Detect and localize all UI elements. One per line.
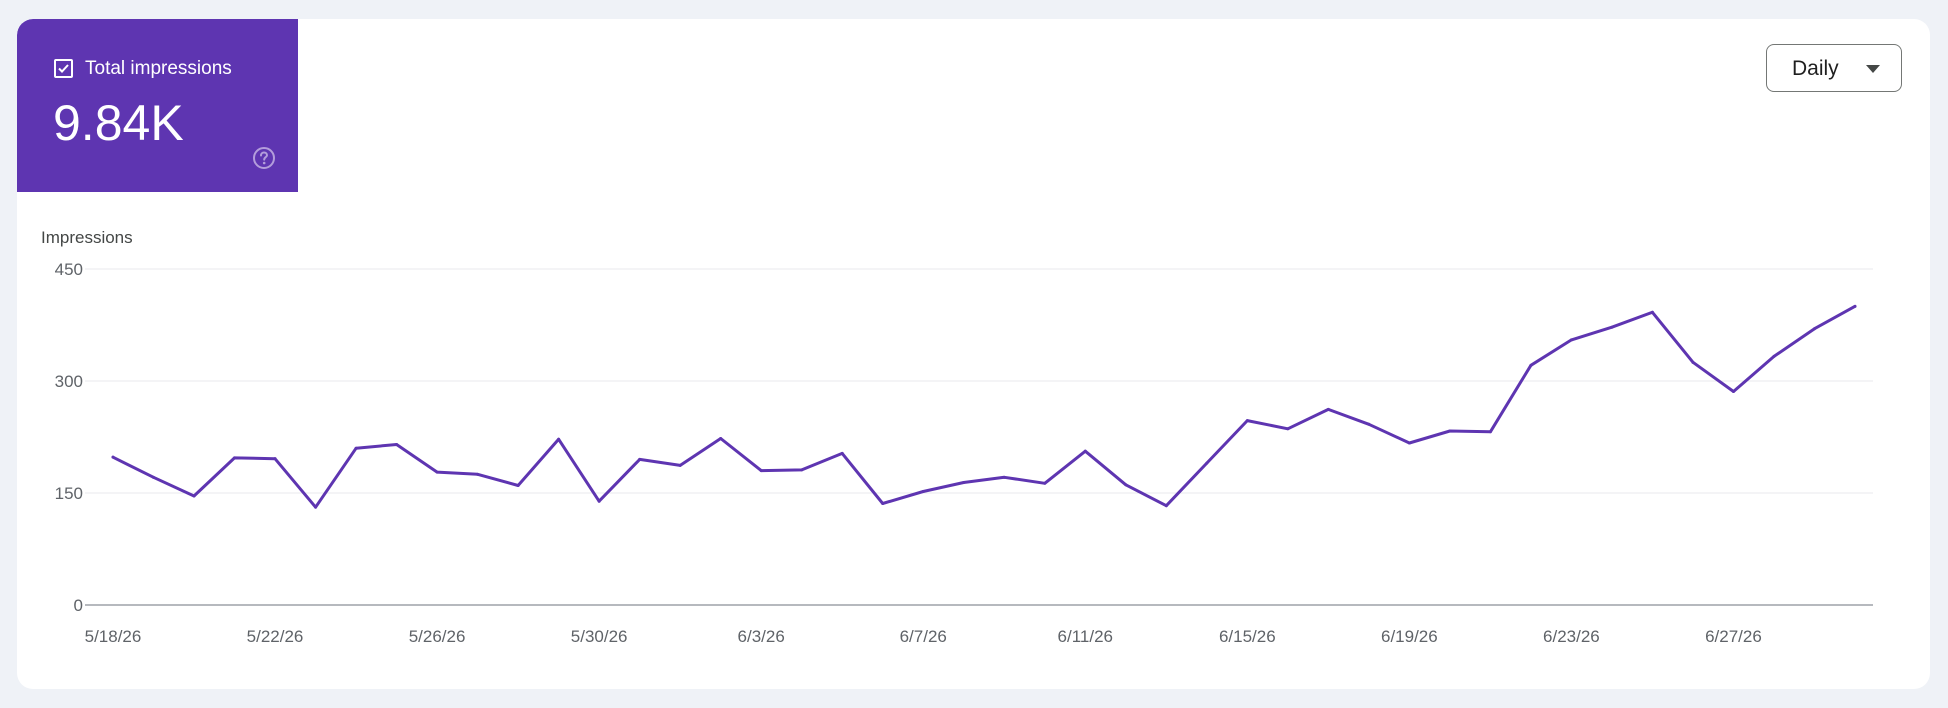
data-point [1448,429,1452,433]
impressions-line-chart: Impressions 0 150 300 450 5/18/26 5/22/26 5/2… [41,228,1873,646]
metric-value: 9.84K [53,95,184,151]
data-point [476,472,480,476]
y-tick-label: 450 [55,260,83,279]
data-point [1245,419,1249,423]
series-line [111,304,1857,509]
data-point [314,505,318,509]
gridlines [85,268,1873,606]
data-point [192,494,196,498]
x-tick-label: 5/30/26 [571,627,628,646]
data-point [719,436,723,440]
data-point [1326,407,1330,411]
data-point [111,455,115,459]
data-point [435,470,439,474]
data-point [1002,475,1006,479]
x-tick-label: 6/11/26 [1058,627,1113,646]
data-point [233,456,237,460]
data-point [1812,327,1816,331]
x-tick-label: 6/23/26 [1543,627,1600,646]
data-point [395,442,399,446]
x-tick-label: 6/27/26 [1705,627,1762,646]
data-point [1286,427,1290,431]
performance-card: Total impressions 9.84K Daily Impression… [17,19,1930,689]
help-circle-icon[interactable] [252,146,276,170]
data-point [1731,389,1735,393]
data-point [1529,363,1533,367]
data-point [1569,338,1573,342]
data-point [1488,430,1492,434]
data-point [1691,360,1695,364]
data-point [1650,310,1654,314]
x-tick-label: 6/19/26 [1381,627,1438,646]
data-point [354,446,358,450]
x-tick-label: 5/22/26 [247,627,304,646]
data-point [759,469,763,473]
y-tick-label: 0 [74,596,83,615]
data-point [1407,441,1411,445]
data-point [921,490,925,494]
data-point [152,475,156,479]
points-layer [111,304,1857,509]
total-impressions-tile[interactable]: Total impressions 9.84K [17,19,298,192]
data-point [881,501,885,505]
data-point [678,463,682,467]
data-point [516,484,520,488]
data-point [1853,304,1857,308]
x-tick-label: 6/3/26 [738,627,785,646]
data-point [840,451,844,455]
x-tick-labels: 5/18/26 5/22/26 5/26/26 5/30/26 6/3/26 6/7/26… [85,627,1762,646]
checkbox-checked-icon[interactable] [54,59,73,78]
data-point [1610,325,1614,329]
y-axis-label: Impressions [41,228,133,247]
series-layer [111,304,1857,509]
data-point [1124,483,1128,487]
data-point [1367,422,1371,426]
y-tick-label: 300 [55,372,83,391]
data-point [1043,481,1047,485]
x-tick-label: 6/7/26 [900,627,947,646]
x-tick-label: 6/15/26 [1219,627,1276,646]
data-point [557,437,561,441]
y-tick-labels: 0 150 300 450 [55,260,83,615]
data-point [1772,354,1776,358]
x-tick-label: 5/18/26 [85,627,142,646]
data-point [638,457,642,461]
metric-label: Total impressions [85,58,232,79]
x-tick-label: 5/26/26 [409,627,466,646]
data-point [1083,449,1087,453]
triangle-down-icon [1866,65,1880,73]
data-point [962,481,966,485]
granularity-select[interactable]: Daily [1766,44,1902,92]
data-point [273,457,277,461]
granularity-label: Daily [1792,57,1839,80]
data-point [800,468,804,472]
data-point [1164,504,1168,508]
data-point [597,499,601,503]
data-point [1205,461,1209,465]
y-tick-label: 150 [55,484,83,503]
